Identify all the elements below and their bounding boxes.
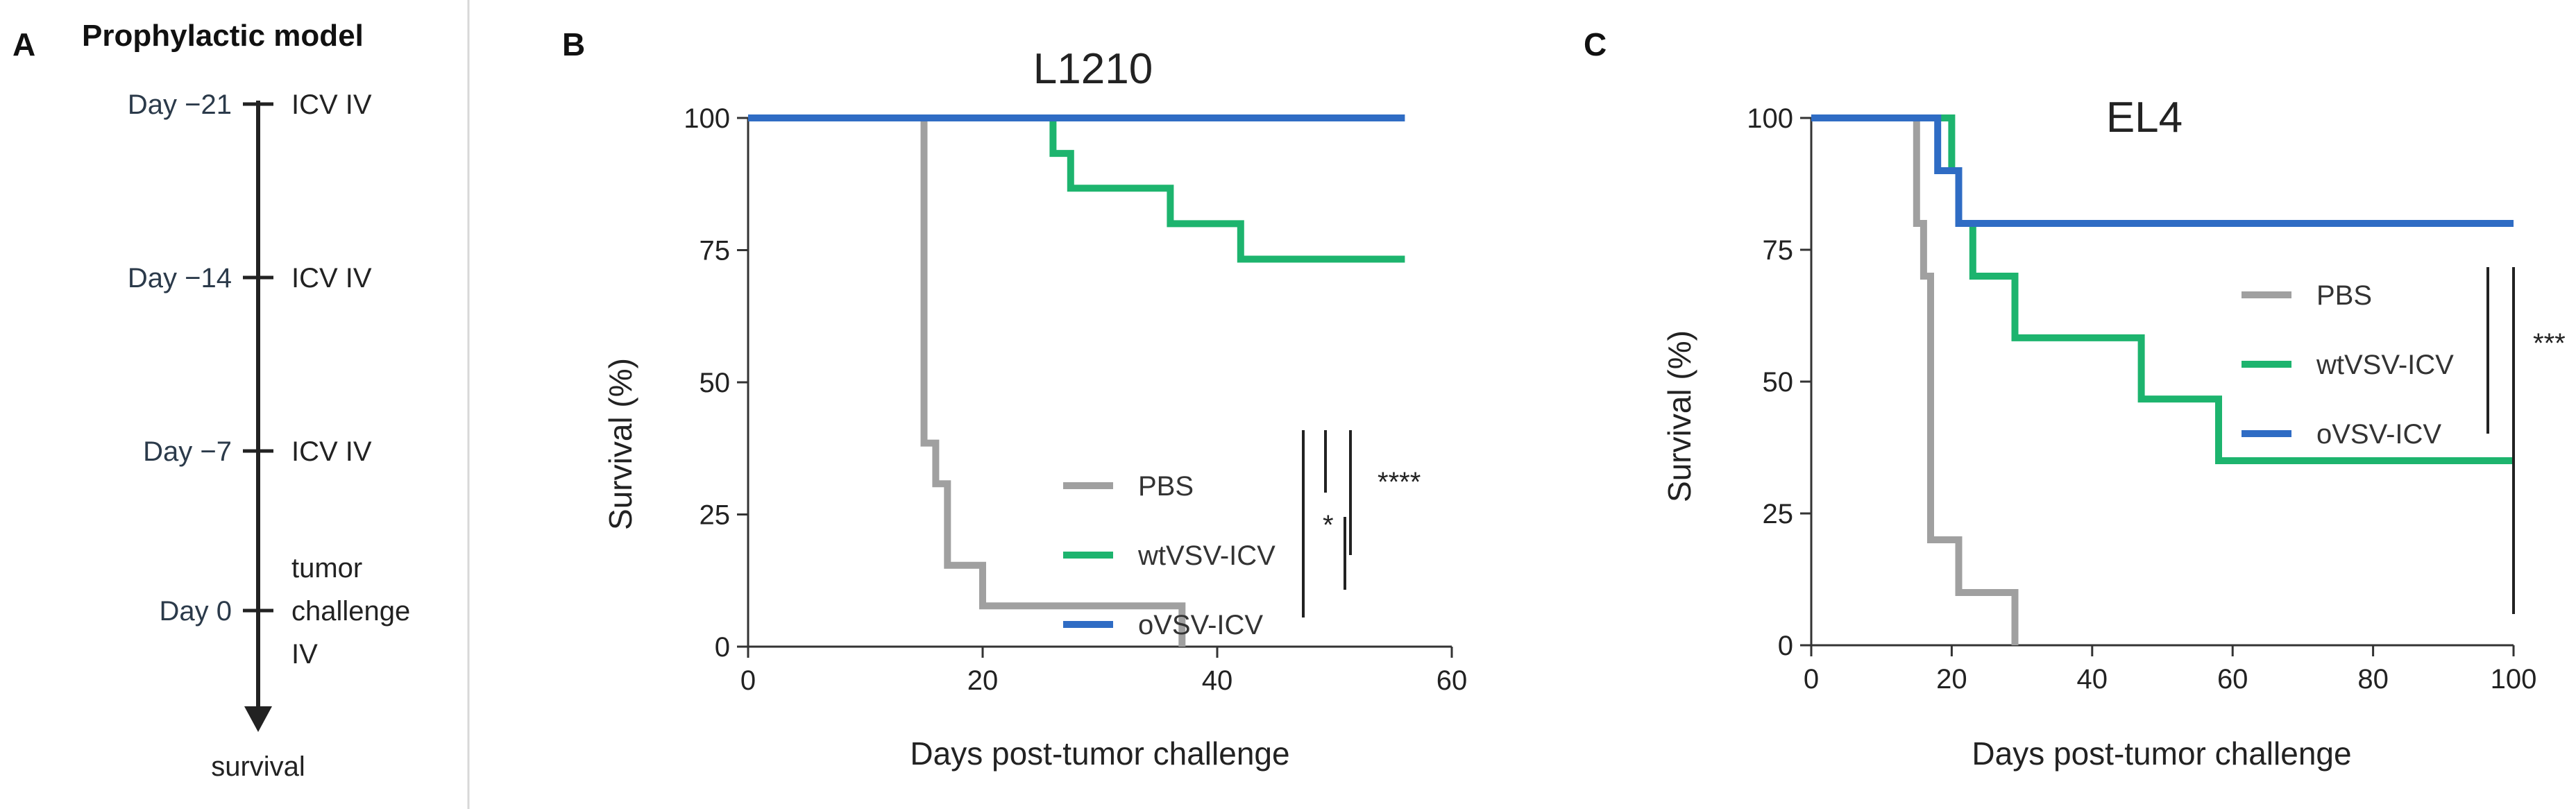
panel-a-letter: A — [12, 26, 35, 62]
panel-a-timeline: A Prophylactic model Day −21 ICV IV Day … — [12, 19, 410, 782]
legend-label-ovsv-icv: oVSV-ICV — [1138, 610, 1263, 640]
panel-c-chart: C EL4 Survival (%) Days post-tumor chall… — [1584, 26, 2566, 772]
x-tick-label: 60 — [2217, 664, 2248, 695]
event-label-line-1: tumor — [291, 553, 362, 584]
x-tick-label: 20 — [1936, 664, 1967, 695]
significance-brackets: ***** — [1302, 430, 1421, 618]
event-day: Day 0 — [160, 596, 232, 627]
y-tick-label: 100 — [684, 103, 730, 134]
legend-label-pbs: PBS — [2316, 280, 2372, 311]
event-label: ICV IV — [291, 90, 372, 120]
series-lines — [1811, 114, 2514, 645]
timeline-event-day-minus-21: Day −21 ICV IV — [128, 90, 372, 120]
event-label: ICV IV — [291, 263, 372, 293]
y-tick-label: 25 — [700, 500, 731, 531]
event-day: Day −14 — [128, 263, 232, 293]
legend-label-ovsv-icv: oVSV-ICV — [2316, 419, 2441, 450]
event-label-line-2: challenge — [291, 596, 410, 627]
significance-label: *** — [2533, 328, 2566, 359]
timeline-event-day-minus-7: Day −7 ICV IV — [143, 436, 372, 467]
x-tick-label: 40 — [2077, 664, 2108, 695]
series-line-wtvsv-icv — [748, 114, 1405, 263]
series-line-pbs — [1811, 114, 2019, 645]
x-axis-title: Days post-tumor challenge — [910, 735, 1289, 772]
y-tick-label: 50 — [1763, 367, 1794, 398]
y-tick-label: 50 — [700, 368, 731, 398]
y-axis-title: Survival (%) — [602, 358, 638, 530]
event-day: Day −21 — [128, 90, 232, 120]
panel-b-letter: B — [562, 26, 585, 62]
x-tick-label: 100 — [2491, 664, 2537, 695]
y-tick-label: 25 — [1763, 499, 1794, 529]
x-tick-label: 20 — [967, 665, 999, 696]
x-tick-label: 60 — [1437, 665, 1468, 696]
series-line-ovsv-icv — [1811, 114, 2514, 227]
y-tick-label: 0 — [1778, 631, 1793, 661]
series-lines — [748, 114, 1405, 647]
timeline-end-label: survival — [211, 751, 305, 782]
timeline-event-day-0: Day 0 tumor challenge IV — [160, 553, 411, 670]
axes: 0 25 50 75 100 0 20 40 60 80 100 — [1747, 103, 2536, 695]
panel-b-chart: B L1210 Survival (%) Days post-tumor cha… — [562, 26, 1467, 772]
significance-brackets: *** — [2486, 267, 2566, 614]
series-line-pbs — [748, 114, 1186, 647]
significance-label: * — [1323, 510, 1334, 540]
x-tick-label: 40 — [1202, 665, 1233, 696]
event-label-line-3: IV — [291, 639, 318, 670]
panel-c-letter: C — [1584, 26, 1607, 62]
legend: PBS wtVSV-ICV oVSV-ICV — [1063, 471, 1276, 640]
legend-label-pbs: PBS — [1138, 471, 1194, 502]
chart-title: L1210 — [1033, 45, 1153, 93]
x-tick-label: 0 — [740, 665, 756, 696]
axes: 0 25 50 75 100 0 20 40 60 — [684, 103, 1467, 696]
timeline-arrowhead — [244, 706, 272, 732]
x-tick-label: 0 — [1804, 664, 1819, 695]
model-title: Prophylactic model — [82, 19, 364, 53]
y-tick-label: 75 — [1763, 235, 1794, 266]
legend-label-wtvsv-icv: wtVSV-ICV — [1137, 540, 1276, 571]
timeline-event-day-minus-14: Day −14 ICV IV — [128, 263, 372, 293]
y-axis-title: Survival (%) — [1661, 330, 1697, 502]
event-day: Day −7 — [143, 436, 232, 467]
y-tick-label: 0 — [715, 632, 730, 663]
significance-label: **** — [1378, 467, 1421, 497]
y-tick-label: 100 — [1747, 103, 1793, 134]
legend: PBS wtVSV-ICV oVSV-ICV — [2242, 280, 2454, 450]
x-axis-title: Days post-tumor challenge — [1972, 735, 2351, 772]
x-tick-label: 80 — [2357, 664, 2389, 695]
chart-title: EL4 — [2106, 94, 2183, 142]
event-label: ICV IV — [291, 436, 372, 467]
legend-label-wtvsv-icv: wtVSV-ICV — [2316, 350, 2454, 380]
y-tick-label: 75 — [700, 236, 731, 266]
